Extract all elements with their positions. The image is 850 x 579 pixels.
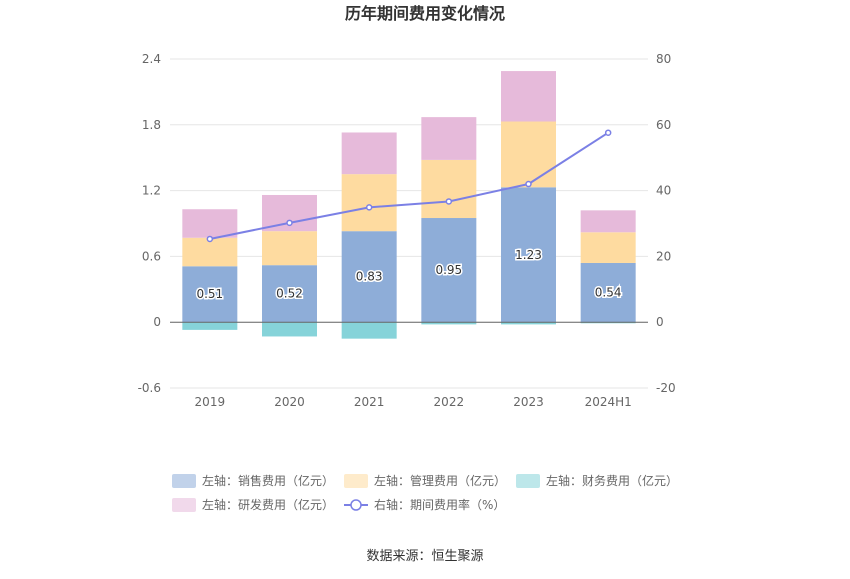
rate-line [209, 131, 609, 240]
rate-point [604, 129, 612, 136]
x-tick-label: 2021 [354, 395, 385, 409]
bar-segment [501, 121, 556, 188]
bar-segment [421, 322, 477, 325]
left-tick-label: -0.6 [138, 381, 161, 395]
legend-swatch [172, 498, 196, 512]
legend-marker [350, 499, 362, 511]
bar-segment [262, 231, 317, 266]
legend-item[interactable]: 左轴：管理费用（亿元） [344, 473, 506, 488]
bar-segment [182, 209, 238, 238]
legend-label: 左轴：研发费用（亿元） [202, 497, 334, 512]
legend-label: 左轴：财务费用（亿元） [546, 473, 678, 488]
source-note: 数据来源：恒生聚源 [366, 549, 483, 564]
rate-point [206, 235, 214, 243]
axes: -0.6 0 0.6 1.2 1.8 2.4 -20 0 20 40 60 80 2019 2020 202… [138, 52, 676, 409]
chart-title: 历年期间费用变化情况 [345, 4, 505, 23]
right-tick-label: -20 [656, 381, 676, 395]
rate-point [525, 180, 532, 188]
bars [182, 71, 636, 339]
bar-segment [580, 322, 636, 324]
legend-swatch [344, 474, 368, 488]
bar-labels: 0.51 0.52 0.83 0.95 1.23 0.54 [195, 246, 623, 302]
legend-item[interactable]: 左轴：销售费用（亿元） [172, 473, 334, 488]
right-tick-label: 60 [656, 118, 671, 132]
left-tick-label: 0.6 [142, 249, 161, 263]
bar-data-label: 0.54 [595, 286, 622, 300]
rate-point [286, 219, 293, 227]
bar-segment [341, 132, 397, 175]
x-tick-label: 2022 [434, 395, 465, 409]
left-tick-label: 1.2 [142, 184, 161, 198]
legend-item[interactable]: 右轴：期间费用率（%） [344, 497, 505, 512]
left-tick-label: 0 [153, 315, 161, 329]
bar-data-label: 0.52 [276, 287, 303, 301]
bar-segment [580, 232, 636, 263]
bar-segment [262, 322, 317, 337]
legend-swatch [516, 474, 540, 488]
bar-segment [580, 210, 636, 233]
left-tick-label: 2.4 [142, 52, 161, 66]
legend: 左轴：销售费用（亿元） 左轴：管理费用（亿元） 左轴：财务费用（亿元） 左轴：研发费用… [172, 473, 678, 512]
right-tick-label: 80 [656, 52, 671, 66]
right-tick-label: 0 [656, 315, 664, 329]
bar-segment [501, 187, 556, 323]
right-tick-label: 40 [656, 184, 671, 198]
x-tick-label: 2019 [195, 395, 226, 409]
legend-item[interactable]: 左轴：研发费用（亿元） [172, 497, 334, 512]
grid [170, 58, 648, 389]
bar-segment [421, 218, 477, 323]
right-tick-label: 20 [656, 249, 671, 263]
bar-segment [421, 117, 477, 160]
bar-segment [182, 322, 238, 330]
x-tick-label: 2024H1 [585, 395, 632, 409]
x-tick-label: 2023 [513, 395, 544, 409]
bar-data-label: 0.51 [196, 287, 223, 301]
rate-point [365, 204, 373, 211]
bar-segment [501, 71, 556, 122]
bar-segment [182, 266, 238, 323]
legend-label: 左轴：管理费用（亿元） [374, 473, 506, 488]
bar-segment [580, 262, 636, 323]
left-tick-label: 1.8 [142, 118, 161, 132]
bar-segment [262, 265, 317, 323]
legend-item[interactable]: 左轴：财务费用（亿元） [516, 473, 678, 488]
bar-segment [341, 322, 397, 339]
bar-data-label: 0.83 [356, 270, 383, 284]
bar-segment [501, 322, 556, 325]
bar-data-label: 0.95 [435, 263, 462, 277]
x-tick-label: 2020 [274, 395, 305, 409]
bar-segment [421, 159, 477, 219]
legend-swatch [172, 474, 196, 488]
legend-label: 右轴：期间费用率（%） [374, 497, 505, 512]
line-layer [206, 129, 612, 243]
bar-data-label: 1.23 [515, 248, 542, 262]
rate-point [445, 198, 453, 205]
bar-segment [341, 231, 397, 323]
legend-label: 左轴：销售费用（亿元） [202, 473, 334, 488]
bar-segment [341, 174, 397, 232]
bar-segment [182, 237, 238, 267]
